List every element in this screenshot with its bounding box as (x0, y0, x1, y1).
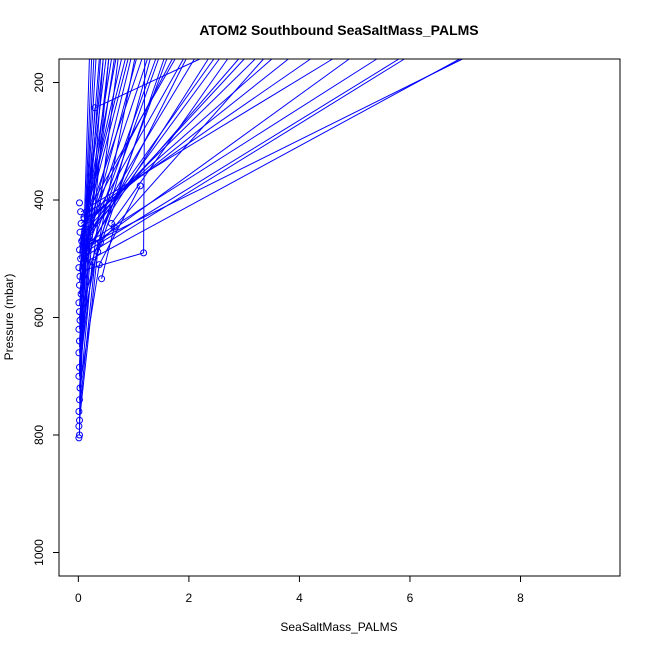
data-points (75, 104, 148, 442)
x-tick-label: 4 (296, 591, 303, 605)
data-point (77, 220, 85, 227)
series-line-segment (80, 58, 378, 248)
series-line-segment (79, 245, 88, 321)
series-line-segment (80, 58, 129, 242)
data-point (77, 290, 85, 298)
y-tick-label: 600 (32, 307, 46, 327)
data-point (75, 325, 83, 333)
x-tick-label: 0 (75, 591, 82, 605)
data-point (76, 363, 83, 371)
data-point (76, 431, 83, 439)
series-line-segment (80, 58, 143, 239)
data-point (76, 316, 84, 324)
data-point (76, 281, 83, 289)
y-axis-label: Pressure (mbar) (2, 274, 16, 361)
data-point (79, 267, 87, 274)
data-point (110, 223, 118, 231)
data-point (95, 261, 103, 269)
y-axis: 200 400 600 800 1000 (32, 72, 60, 566)
data-point (91, 104, 99, 112)
series-line-segment (80, 58, 159, 277)
x-tick-label: 6 (407, 591, 414, 605)
data-point (77, 208, 85, 216)
series-line-segment (82, 252, 144, 271)
data-point (98, 275, 106, 283)
data-point (97, 238, 104, 246)
data-point (76, 272, 84, 280)
data-point (75, 299, 83, 307)
data-point (76, 246, 83, 254)
series-line-segment (79, 236, 90, 377)
series-line-segment (83, 58, 463, 248)
series-line-segment (80, 58, 245, 236)
data-point (94, 248, 102, 256)
data-point (140, 249, 148, 257)
data-point (76, 199, 83, 207)
series-lines (79, 58, 463, 436)
data-point (83, 242, 91, 250)
series-line-segment (100, 58, 264, 243)
data-point (75, 434, 83, 442)
data-point (76, 228, 84, 236)
series-line-segment (83, 58, 176, 218)
y-tick-label: 200 (32, 72, 46, 92)
series-line-segment (79, 58, 104, 389)
data-point (75, 422, 83, 430)
series-line-segment (79, 58, 126, 242)
series-line-segment (94, 58, 165, 262)
data-point (76, 396, 83, 404)
series-line-segment (83, 58, 215, 242)
data-point (75, 349, 83, 357)
x-tick-label: 2 (186, 591, 193, 605)
data-point (75, 372, 83, 380)
x-tick-label: 8 (517, 591, 524, 605)
y-tick-label: 400 (32, 190, 46, 210)
y-tick-label: 800 (32, 425, 46, 445)
series-line-segment (80, 58, 405, 260)
data-point (76, 337, 83, 345)
x-axis: 0 2 4 6 8 (75, 575, 524, 605)
series-line-segment (111, 58, 229, 224)
series-line-segment (98, 185, 141, 265)
data-point (136, 182, 144, 190)
series-line-segment (79, 251, 99, 421)
series-line-segment (101, 226, 115, 279)
data-point (76, 308, 83, 316)
series-line-segment (80, 58, 184, 242)
series-line-segment (79, 58, 100, 306)
series-line-segment (86, 58, 137, 246)
data-point (88, 258, 96, 266)
data-point (75, 408, 83, 415)
chart-title: ATOM2 Southbound SeaSaltMass_PALMS (199, 22, 478, 38)
y-tick-label: 1000 (32, 539, 46, 566)
data-point (84, 225, 92, 233)
data-point (85, 232, 93, 240)
data-point (80, 214, 88, 222)
series-line-segment (80, 58, 195, 248)
series-line-segment (79, 261, 96, 412)
series-line-segment (84, 58, 157, 256)
data-point (81, 252, 89, 260)
series-line-segment (80, 58, 350, 254)
series-line-segment (80, 58, 220, 248)
series-line-segment (79, 58, 187, 271)
x-axis-label: SeaSaltMass_PALMS (280, 620, 397, 634)
data-point (78, 237, 86, 245)
data-point (76, 384, 84, 392)
series-line-segment (79, 229, 89, 368)
series-line-segment (80, 58, 209, 260)
series-line-segment (79, 58, 119, 371)
